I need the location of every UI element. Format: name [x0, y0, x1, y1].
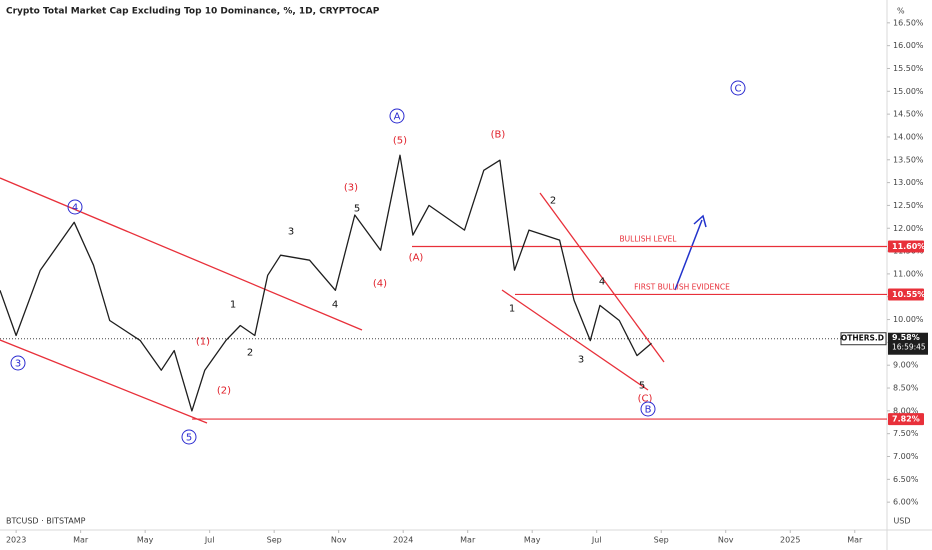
x-tick-label: May: [137, 536, 154, 545]
level-badge-label: 7.82%: [892, 415, 920, 424]
price-badge-label: 9.58%: [892, 333, 920, 342]
x-tick-label: May: [524, 536, 541, 545]
wave-label: B: [645, 405, 652, 416]
x-tick-label: Jul: [591, 536, 602, 545]
level-badge: [888, 413, 924, 426]
wave-label: 2: [247, 348, 253, 359]
source: BTCUSD · BITSTAMP: [6, 517, 86, 526]
wave-label: 1: [230, 300, 236, 311]
level-badge: [888, 288, 924, 301]
wave-label: 4: [599, 277, 605, 288]
y-tick-label: 6.00%: [893, 498, 919, 507]
level-text: FIRST BULLISH EVIDENCE: [634, 282, 730, 291]
wave-label: (5): [393, 136, 407, 147]
wave-circle: [10, 355, 26, 371]
wave-label: 3: [578, 355, 584, 366]
x-tick-label: Mar: [73, 536, 89, 545]
price-badge: [888, 332, 928, 355]
wave-label: A: [394, 112, 401, 123]
level-badge-label: 10.55%: [892, 290, 925, 299]
wave-circle: [181, 429, 197, 445]
arrow: [674, 219, 703, 291]
y-tick-label: 13.00%: [893, 178, 924, 187]
symbol-box: [840, 332, 887, 346]
y-tick-label: 14.00%: [893, 132, 924, 141]
y-tick-label: 6.50%: [893, 475, 919, 484]
y-tick-label: 12.00%: [893, 224, 924, 233]
y-tick-label: 8.50%: [893, 384, 919, 393]
wave-label: 3: [15, 359, 21, 370]
y-tick-label: 14.50%: [893, 110, 924, 119]
x-tick-label: 2025: [780, 536, 800, 545]
wave-label: 4: [332, 300, 338, 311]
y-tick-label: 12.50%: [893, 201, 924, 210]
wave-circle: [67, 199, 83, 215]
x-tick-label: Nov: [331, 536, 347, 545]
x-tick-label: Sep: [267, 536, 282, 545]
y-tick-label: 16.50%: [893, 18, 924, 27]
chart-title: Crypto Total Market Cap Excluding Top 10…: [6, 7, 380, 17]
level-badge-label: 11.60%: [892, 242, 925, 251]
x-tick-label: Sep: [654, 536, 669, 545]
wave-label: 4: [72, 203, 78, 214]
y-tick-label: 10.00%: [893, 315, 924, 324]
x-tick-label: Mar: [847, 536, 863, 545]
wave-label: 2: [550, 196, 556, 207]
price-line: [0, 154, 652, 412]
wave-label: 5: [186, 433, 192, 444]
x-tick-label: Mar: [460, 536, 476, 545]
x-tick-label: Nov: [718, 536, 734, 545]
wave-label: (1): [196, 337, 210, 348]
trendline: [501, 289, 649, 391]
wave-label: (A): [409, 253, 424, 264]
level-badge: [888, 240, 924, 253]
y-tick-label: 15.00%: [893, 87, 924, 96]
y-tick-label: 11.00%: [893, 269, 924, 278]
y-tick-label: 7.00%: [893, 452, 919, 461]
x-tick-label: 2024: [393, 536, 413, 545]
symbol-label: OTHERS.D: [841, 334, 884, 343]
wave-label: C: [735, 84, 742, 95]
trendline: [539, 192, 665, 363]
y-tick-label: 7.50%: [893, 429, 919, 438]
y-tick-label: 16.00%: [893, 41, 924, 50]
trendline: [0, 339, 208, 424]
wave-label: 3: [288, 227, 294, 238]
arrow-head: [693, 214, 707, 228]
y-tick-label: 9.00%: [893, 361, 919, 370]
y-tick-label: 15.50%: [893, 64, 924, 73]
countdown: 16:59:45: [892, 343, 926, 352]
unit-label: %: [897, 7, 905, 16]
wave-label: 5: [354, 204, 360, 215]
wave-label: 5: [639, 381, 645, 392]
wave-circle: [640, 401, 656, 417]
trendline: [0, 177, 363, 331]
y-tick-label: 13.50%: [893, 155, 924, 164]
currency: USD: [893, 517, 910, 526]
x-tick-label: Jul: [204, 536, 215, 545]
x-tick-label: 2023: [6, 536, 26, 545]
wave-label: (2): [217, 386, 231, 397]
wave-label: (C): [638, 394, 653, 405]
wave-label: (3): [344, 183, 358, 194]
wave-label: (B): [491, 130, 506, 141]
y-tick-label: 8.00%: [893, 406, 919, 415]
level-text: BULLISH LEVEL: [620, 235, 678, 244]
wave-circle: [389, 108, 405, 124]
wave-circle: [730, 80, 746, 96]
wave-label: 1: [509, 304, 515, 315]
wave-label: (4): [373, 279, 387, 290]
